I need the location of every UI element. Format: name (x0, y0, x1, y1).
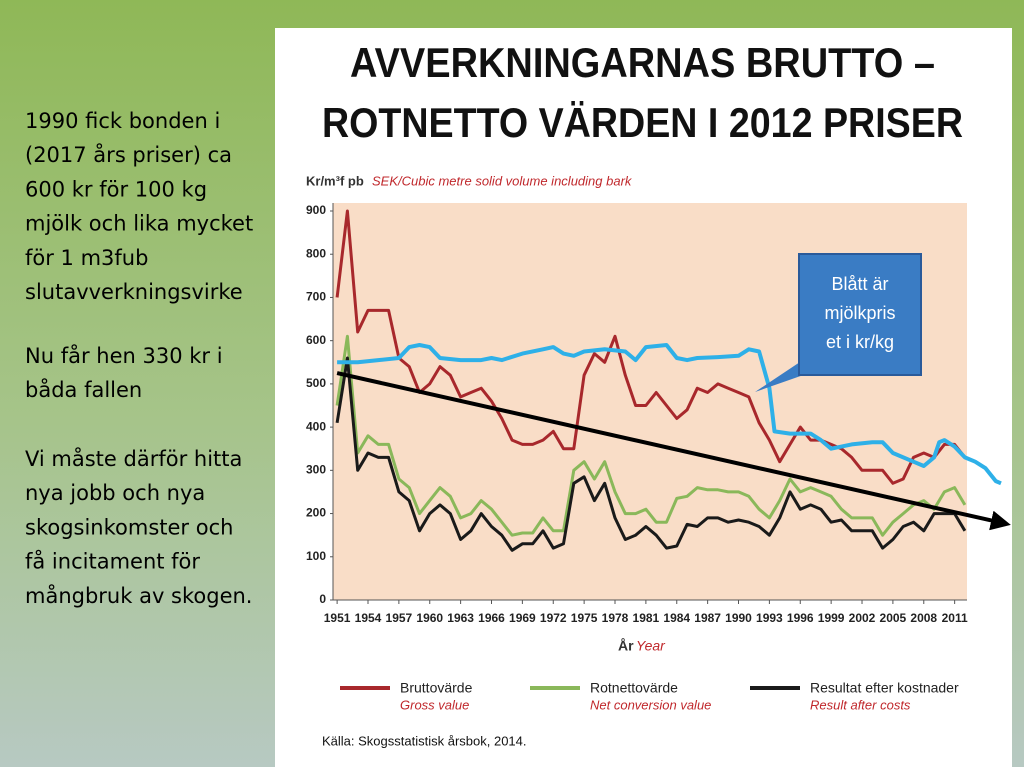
legend-label-en: Net conversion value (590, 697, 711, 712)
y-tick-label: 0 (319, 592, 326, 606)
annotation-box (798, 253, 922, 376)
side-text: mångbruk av skogen. (25, 583, 252, 608)
y-tick-label: 300 (306, 463, 326, 477)
y-tick-label: 700 (306, 290, 326, 304)
x-tick-label: 1975 (571, 611, 598, 625)
side-text: skogsinkomster och (25, 515, 233, 539)
series-line (335, 334, 967, 537)
side-text: (2017 års priser) ca (25, 142, 232, 167)
x-tick-label: 1990 (725, 611, 752, 625)
y-tick-label: 200 (306, 506, 326, 520)
y-tick-label: 900 (306, 203, 326, 217)
x-tick-label: 1972 (540, 611, 567, 625)
annotation: mjölkpris (824, 303, 895, 323)
x-tick-label: 1981 (633, 611, 660, 625)
y-tick-label: 600 (306, 333, 326, 347)
annotation: Blått är (831, 274, 888, 294)
x-tick-label: 1963 (447, 611, 474, 625)
x-tick-label: 2008 (910, 611, 937, 625)
side-text: slutavverkningsvirke (25, 280, 243, 304)
y-tick-label: 100 (306, 549, 326, 563)
side-text: nya jobb och nya (25, 481, 205, 505)
side-text: mjölk och lika mycket (25, 212, 253, 236)
source: Källa: Skogsstatistisk årsbok, 2014. (322, 733, 527, 748)
series-line (337, 343, 1002, 486)
x-tick-label: 1966 (478, 611, 505, 625)
side-text: 1990 fick bonden i (25, 109, 220, 133)
x-tick-label: 1984 (663, 611, 690, 625)
legend-label: Resultat efter kostnader (810, 680, 959, 696)
chart-title: AVVERKNINGARNAS BRUTTO – (350, 39, 935, 86)
side-text: för 1 m3fub (25, 246, 148, 270)
legend-label: Bruttovärde (400, 680, 473, 696)
x-tick-label: 1969 (509, 611, 536, 625)
y-tick-label: 500 (306, 376, 326, 390)
series-line (335, 356, 967, 552)
x-tick-label: 1993 (756, 611, 783, 625)
series-line (335, 209, 967, 485)
x-tick-label: 2011 (942, 611, 968, 625)
chart-title: ROTNETTO VÄRDEN I 2012 PRISER (322, 99, 963, 146)
x-tick-label: 1957 (386, 611, 413, 625)
side-text: Nu får hen 330 kr i (25, 343, 223, 368)
x-tick-label: 1960 (416, 611, 443, 625)
x-tick-label: 2002 (849, 611, 876, 625)
legend-label-en: Gross value (400, 697, 469, 712)
y-tick-label: 800 (306, 246, 326, 260)
callout-pointer (755, 362, 812, 392)
side-text: 600 kr för 100 kg (25, 177, 207, 201)
side-text: båda fallen (25, 377, 142, 402)
y-axis-label: Kr/m³f pb (306, 173, 364, 188)
legend-label-en: Result after costs (810, 697, 911, 712)
side-text: få incitament för (25, 549, 200, 574)
trend-arrow (336, 371, 1011, 531)
x-axis-label: År (618, 638, 634, 654)
x-tick-label: 1951 (324, 611, 351, 625)
x-tick-label: 2005 (880, 611, 907, 625)
y-axis-label-en: SEK/Cubic metre solid volume including b… (372, 173, 633, 188)
x-tick-label: 1954 (355, 611, 382, 625)
legend-label: Rotnettovärde (590, 680, 678, 696)
x-axis-label-en: Year (636, 638, 666, 654)
annotation: et i kr/kg (826, 332, 894, 352)
x-tick-label: 1999 (818, 611, 845, 625)
x-tick-label: 1978 (602, 611, 629, 625)
side-text: Vi måste därför hitta (25, 446, 242, 471)
x-tick-label: 1987 (694, 611, 721, 625)
y-tick-label: 400 (306, 419, 326, 433)
x-tick-label: 1996 (787, 611, 814, 625)
